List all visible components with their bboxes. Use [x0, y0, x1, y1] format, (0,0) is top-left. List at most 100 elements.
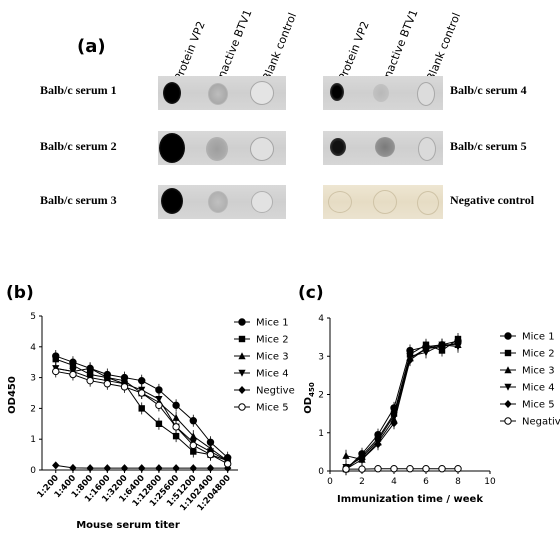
chart-b-legend-entry: Mice 1 [256, 318, 289, 329]
chart-c-data-point [454, 338, 462, 347]
chart-b-legend-entry: Mice 5 [256, 403, 289, 414]
chart-c-series-line [345, 342, 459, 470]
chart-b-legend-entry: Mice 2 [256, 335, 289, 346]
chart-c-data-point [454, 465, 462, 473]
chart-c-legend-marker [504, 349, 512, 357]
chart-c-data-point [358, 465, 366, 473]
blot-dot-btv1 [373, 190, 397, 214]
chart-c-x-tick-label: 0 [327, 477, 333, 487]
chart-c-legend-entry: Mice 5 [522, 400, 555, 411]
chart-b-legend-entry: Mice 4 [256, 369, 289, 380]
chart-b-data-point [189, 432, 197, 440]
chart-b-data-point [190, 448, 197, 455]
chart-b-data-point [120, 464, 129, 473]
chart-c-data-point [406, 465, 414, 473]
dot-blot-strip-serum-3 [158, 185, 286, 219]
blot-dot-blank [251, 191, 273, 213]
blot-dot-blank [250, 137, 274, 161]
chart-b: OD450 Mouse serum titer 0123451:2001:400… [7, 312, 295, 531]
dot-blot-strip-negative [323, 185, 443, 219]
panel-c-label: (c) [298, 283, 324, 303]
chart-c-data-point [438, 465, 446, 473]
chart-b-data-point [138, 376, 146, 385]
chart-b-data-point [103, 464, 112, 473]
chart-b-ylabel: OD450 [7, 376, 18, 414]
blot-dot-vp2 [330, 83, 344, 101]
chart-b-data-point [155, 420, 163, 427]
chart-c-x-tick-label: 8 [455, 477, 461, 487]
chart-c-data-point [422, 344, 430, 353]
chart-c-data-point [438, 342, 446, 351]
chart-c-data-point [374, 440, 382, 449]
chart-c-ylabel-sub: 450 [308, 382, 316, 397]
chart-b-data-point [69, 463, 77, 472]
chart-c-x-tick-label: 2 [359, 477, 365, 487]
blot-dot-btv1 [373, 84, 389, 102]
chart-b-legend-marker [238, 369, 246, 377]
chart-b-legend-entry: Negtive [256, 386, 295, 397]
chart-c-series-line [345, 344, 459, 468]
chart-c-y-tick-label: 1 [318, 429, 324, 439]
row-label-serum-4: Balb/c serum 4 [450, 83, 527, 97]
chart-b-data-point [206, 450, 215, 459]
chart-c-series-line [345, 340, 459, 470]
chart-b-legend-entry: Mice 3 [256, 352, 289, 363]
chart-b-data-point [172, 423, 180, 431]
chart-c-data-point [390, 419, 398, 428]
chart-c-legend-entry: Mice 1 [522, 332, 555, 343]
chart-b-y-tick-label: 5 [30, 312, 36, 322]
chart-b-data-point [52, 461, 60, 470]
chart-b-y-tick-label: 4 [30, 343, 36, 353]
chart-b-legend-marker [238, 352, 246, 360]
row-label-serum-3: Balb/c serum 3 [40, 193, 117, 207]
chart-b-data-point [189, 417, 197, 425]
row-label-negative-control: Negative control [450, 193, 535, 207]
chart-b-data-point [172, 401, 180, 410]
chart-b-data-point [155, 401, 163, 410]
blot-dot-vp2 [159, 133, 185, 163]
chart-c-legend-marker [504, 366, 512, 374]
chart-b-data-point [86, 364, 94, 372]
chart-c-series-line [345, 338, 459, 470]
chart-b-y-tick-label: 0 [30, 466, 36, 476]
row-label-serum-5: Balb/c serum 5 [450, 139, 527, 153]
chart-b-data-point [138, 389, 146, 397]
dot-blot-strip-serum-4 [323, 76, 443, 110]
chart-c-y-tick-label: 0 [318, 467, 324, 477]
chart-b-y-tick-label: 1 [30, 435, 36, 445]
blot-dot-vp2 [330, 138, 346, 156]
chart-b-data-point [172, 464, 180, 473]
chart-c-legend-entry: Mice 3 [522, 366, 555, 377]
chart-b-legend-marker [238, 403, 246, 411]
panel-b-label: (b) [6, 283, 34, 303]
chart-b-data-point [103, 380, 112, 388]
chart-c-y-tick-label: 3 [318, 352, 324, 362]
chart-b-y-tick-label: 3 [30, 374, 36, 384]
chart-c-legend-marker [504, 417, 512, 425]
chart-c-xlabel: Immunization time / week [337, 494, 483, 505]
chart-b-data-point [86, 464, 94, 473]
blot-dot-blank [418, 137, 436, 161]
chart-b-data-point [69, 362, 77, 369]
dot-blot-strip-serum-1 [158, 76, 286, 110]
chart-c-y-tick-label: 4 [318, 314, 324, 324]
blot-dot-vp2 [163, 82, 181, 104]
chart-b-data-point [138, 405, 145, 412]
chart-b-data-point [172, 413, 180, 421]
chart-c-ylabel-main: OD [303, 397, 314, 414]
blot-dot-btv1 [208, 83, 228, 105]
blot-dot-blank [417, 82, 435, 106]
chart-b-data-point [155, 386, 163, 394]
chart-c-y-tick-label: 2 [318, 391, 324, 401]
chart-c-data-point [374, 465, 382, 473]
chart-b-data-point [206, 464, 215, 473]
chart-c-data-point [342, 451, 350, 459]
chart-c-legend-marker [504, 383, 512, 391]
chart-b-data-point [189, 464, 197, 473]
blot-dot-blank [417, 191, 439, 215]
chart-b-data-point [189, 441, 197, 450]
chart-b-xlabel: Mouse serum titer [76, 520, 180, 531]
blot-dot-vp2 [161, 188, 183, 214]
chart-c-data-point [342, 465, 350, 473]
chart-c-legend-marker [504, 332, 512, 340]
